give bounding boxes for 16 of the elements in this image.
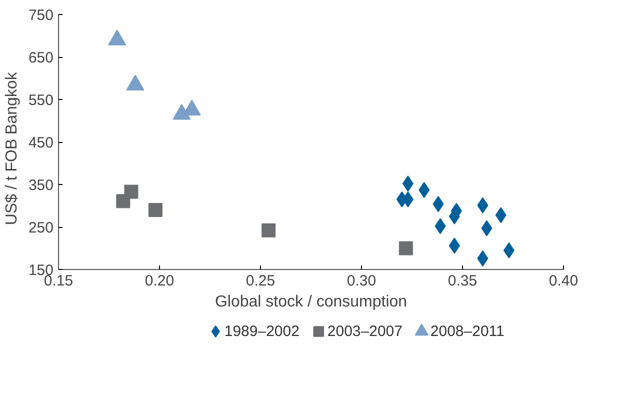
legend-label: 2008–2011 (430, 323, 504, 340)
y-tick-label: 750 (28, 7, 54, 24)
y-tick-label: 450 (28, 134, 54, 152)
y-tick-label: 550 (28, 92, 54, 109)
y-axis-title: US$ / t FOB Bangkok (3, 71, 20, 226)
legend-label: 1989–2002 (224, 323, 300, 340)
y-tick-label: 350 (28, 177, 54, 194)
x-tick-label: 0.20 (144, 272, 174, 290)
x-axis-title: Global stock / consumption (214, 294, 408, 310)
legend-label: 2003–2007 (327, 323, 402, 340)
x-tick-label: 0.30 (346, 272, 376, 290)
y-tick-label: 650 (28, 50, 54, 66)
x-tick-label: 0.35 (448, 272, 478, 290)
x-tick-label: 0.40 (548, 272, 578, 290)
x-tick-label: 0.25 (246, 272, 276, 290)
y-tick-label: 250 (28, 220, 54, 236)
